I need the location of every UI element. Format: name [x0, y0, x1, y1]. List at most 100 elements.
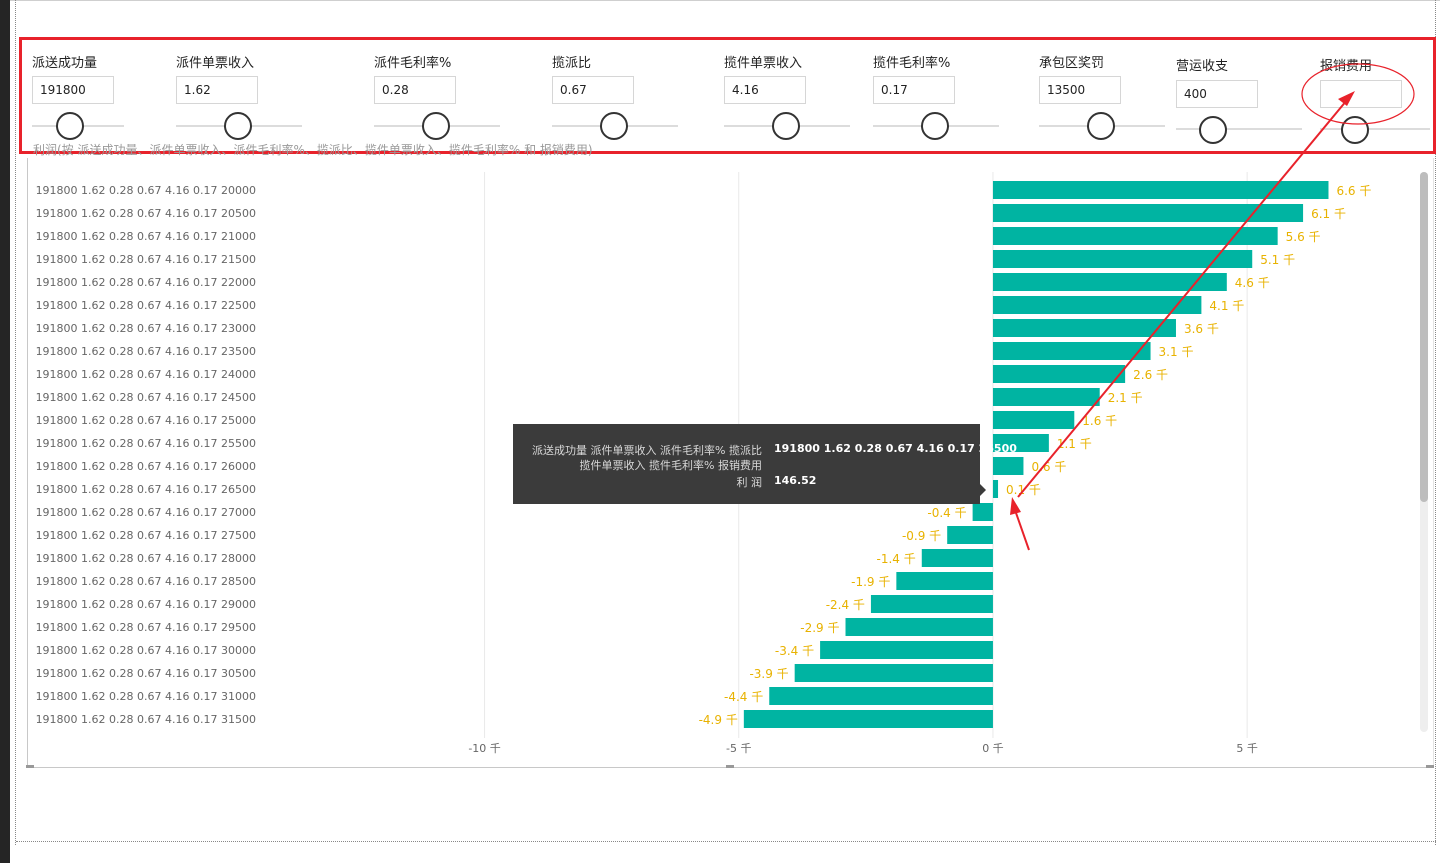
bar [992, 250, 1253, 268]
data-label: 2.1 千 [1108, 391, 1143, 405]
chart-scrollbar[interactable] [1420, 172, 1428, 732]
data-label: 2.6 千 [1133, 368, 1168, 382]
resize-handle[interactable] [726, 765, 734, 768]
category-label: 191800 1.62 0.28 0.67 4.16 0.17 21000 [36, 230, 256, 243]
data-label: 6.1 千 [1311, 207, 1346, 221]
category-label: 191800 1.62 0.28 0.67 4.16 0.17 31500 [36, 713, 256, 726]
bar [794, 664, 993, 682]
bar [992, 181, 1329, 199]
data-label: 3.1 千 [1159, 345, 1194, 359]
tooltip-arrow [980, 484, 986, 496]
bar [820, 641, 993, 659]
resize-handle[interactable] [26, 765, 34, 768]
tooltip-label: 派送成功量 派件单票收入 派件毛利率% 揽派比 [532, 444, 762, 457]
data-label: 3.6 千 [1184, 322, 1219, 336]
left-dark-bar [0, 0, 10, 863]
slicer-1: 派送成功量 191800 [32, 40, 144, 140]
data-label: -3.4 千 [775, 644, 814, 658]
bar [947, 526, 993, 544]
category-label: 191800 1.62 0.28 0.67 4.16 0.17 22000 [36, 276, 256, 289]
slicer-label: 派送成功量 [32, 56, 98, 71]
bar [992, 296, 1202, 314]
slicer-label: 派件毛利率% [374, 56, 452, 71]
category-label: 191800 1.62 0.28 0.67 4.16 0.17 21500 [36, 253, 256, 266]
data-label: 6.6 千 [1336, 184, 1371, 198]
slicer-label: 揽件毛利率% [873, 56, 951, 71]
slicer-value-input[interactable]: 13500 [1039, 76, 1121, 104]
x-tick-label: 5 千 [1236, 742, 1258, 755]
data-label: -4.9 千 [699, 713, 738, 727]
slicer-label: 揽件单票收入 [724, 56, 803, 71]
slicer-label: 派件单票收入 [176, 56, 255, 71]
slicer-5: 揽件单票收入 4.16 [724, 40, 870, 140]
category-label: 191800 1.62 0.28 0.67 4.16 0.17 28500 [36, 575, 256, 588]
chart-tooltip: 派送成功量 派件单票收入 派件毛利率% 揽派比 揽件单票收入 揽件毛利率% 报销… [513, 424, 1017, 504]
data-label: 0.6 千 [1031, 460, 1066, 474]
bar [992, 342, 1151, 360]
slider-track[interactable] [1320, 128, 1430, 130]
slicer-label: 承包区奖罚 [1039, 56, 1105, 71]
slider-handle[interactable] [422, 112, 450, 140]
data-label: 5.1 千 [1260, 253, 1295, 267]
slicer-value-input[interactable]: 0.17 [873, 76, 955, 104]
slicer-value-input[interactable]: 191800 [32, 76, 114, 104]
category-label: 191800 1.62 0.28 0.67 4.16 0.17 23500 [36, 345, 256, 358]
bar [992, 388, 1100, 406]
slider-handle[interactable] [224, 112, 252, 140]
category-label: 191800 1.62 0.28 0.67 4.16 0.17 30500 [36, 667, 256, 680]
slicer-label: 揽派比 [552, 56, 592, 71]
category-label: 191800 1.62 0.28 0.67 4.16 0.17 24000 [36, 368, 256, 381]
data-label: 4.1 千 [1209, 299, 1244, 313]
bar [845, 618, 993, 636]
category-label: 191800 1.62 0.28 0.67 4.16 0.17 20000 [36, 184, 256, 197]
category-label: 191800 1.62 0.28 0.67 4.16 0.17 27000 [36, 506, 256, 519]
bar [992, 319, 1176, 337]
slider-handle[interactable] [772, 112, 800, 140]
slider-handle[interactable] [921, 112, 949, 140]
category-label: 191800 1.62 0.28 0.67 4.16 0.17 31000 [36, 690, 256, 703]
resize-handle[interactable] [1426, 765, 1434, 768]
category-label: 191800 1.62 0.28 0.67 4.16 0.17 25000 [36, 414, 256, 427]
bar [992, 365, 1126, 383]
slicer-3: 派件毛利率% 0.28 [374, 40, 520, 140]
tooltip-label: 利 润 [736, 476, 763, 489]
data-label: -2.9 千 [800, 621, 839, 635]
slicer-value-input[interactable]: 4.16 [724, 76, 806, 104]
category-label: 191800 1.62 0.28 0.67 4.16 0.17 26000 [36, 460, 256, 473]
scrollbar-thumb[interactable] [1420, 172, 1428, 502]
category-label: 191800 1.62 0.28 0.67 4.16 0.17 29500 [36, 621, 256, 634]
bar [992, 273, 1227, 291]
bar [743, 710, 993, 728]
slicer-label: 营运收支 [1176, 59, 1229, 74]
x-tick-label: -5 千 [726, 742, 751, 755]
category-label: 191800 1.62 0.28 0.67 4.16 0.17 27500 [36, 529, 256, 542]
tooltip-label: 揽件单票收入 揽件毛利率% 报销费用 [579, 459, 762, 472]
data-label: -0.4 千 [927, 506, 966, 520]
slicer-value-input[interactable]: 0.28 [374, 76, 456, 104]
data-label: 0.1 千 [1006, 483, 1041, 497]
tooltip-value: 146.52 [774, 474, 817, 487]
data-label: -0.9 千 [902, 529, 941, 543]
bar [992, 457, 1024, 475]
bar [992, 227, 1278, 245]
bar [870, 595, 993, 613]
bar [972, 503, 993, 521]
data-label: -1.4 千 [877, 552, 916, 566]
bar [769, 687, 993, 705]
data-label: 1.1 千 [1057, 437, 1092, 451]
category-label: 191800 1.62 0.28 0.67 4.16 0.17 22500 [36, 299, 256, 312]
data-label: 1.6 千 [1082, 414, 1117, 428]
category-label: 191800 1.62 0.28 0.67 4.16 0.17 20500 [36, 207, 256, 220]
slicer-6: 揽件毛利率% 0.17 [873, 40, 1019, 140]
slicer-value-input[interactable]: 0.67 [552, 76, 634, 104]
category-label: 191800 1.62 0.28 0.67 4.16 0.17 26500 [36, 483, 256, 496]
chart-title: 利润(按 派送成功量、派件单票收入、派件毛利率%、揽派比、揽件单票收入、揽件毛利… [33, 143, 593, 157]
slider-handle[interactable] [56, 112, 84, 140]
slicer-value-input[interactable]: 1.62 [176, 76, 258, 104]
category-label: 191800 1.62 0.28 0.67 4.16 0.17 23000 [36, 322, 256, 335]
bar [896, 572, 993, 590]
slider-handle[interactable] [600, 112, 628, 140]
bar [992, 480, 999, 498]
data-label: -2.4 千 [826, 598, 865, 612]
x-tick-label: 0 千 [982, 742, 1004, 755]
